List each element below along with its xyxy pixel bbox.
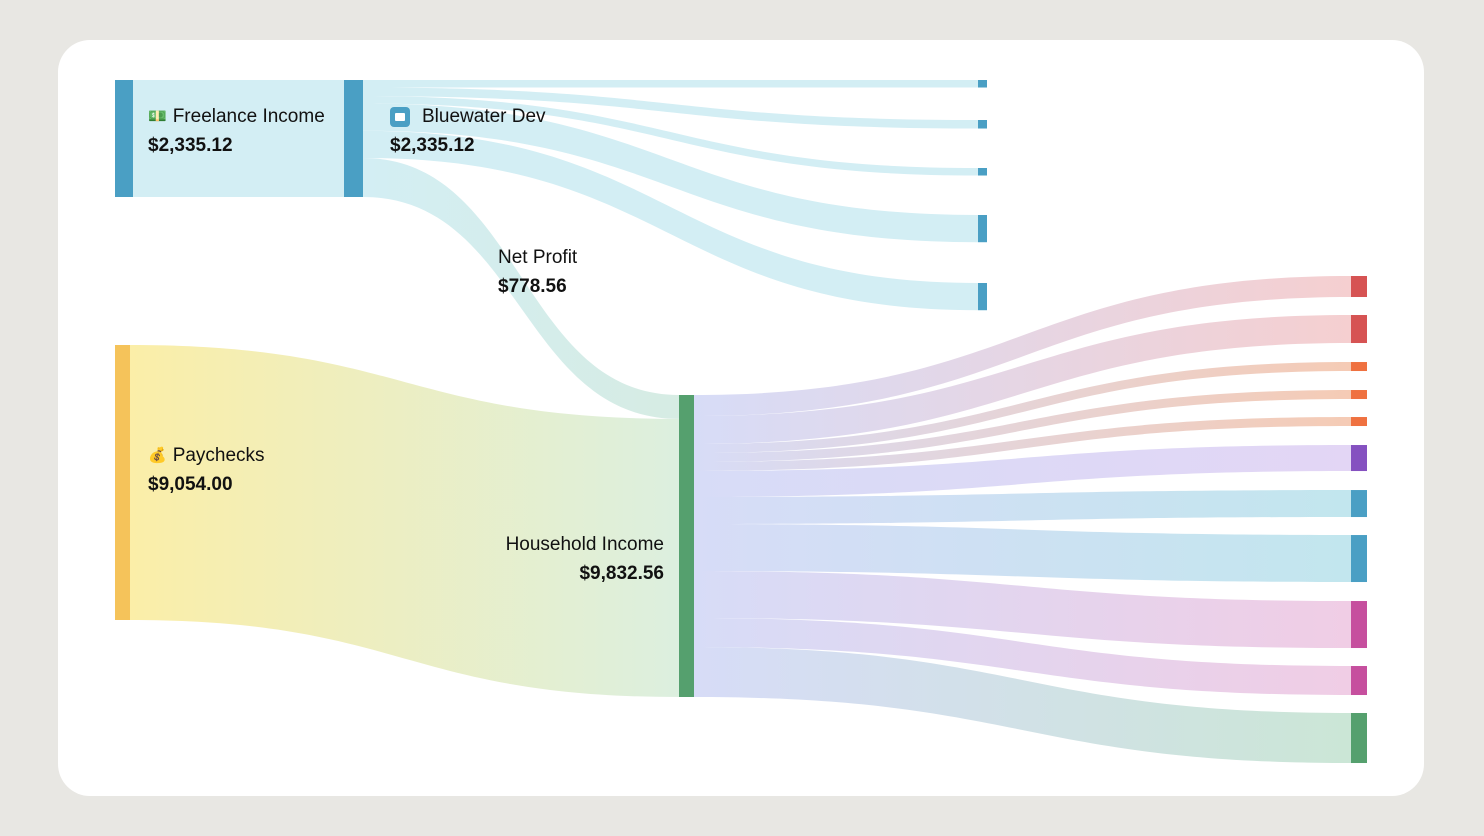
link-household-outflow xyxy=(694,390,1351,463)
node-value: $2,335.12 xyxy=(148,135,233,156)
node-expense-category[interactable] xyxy=(1351,445,1367,472)
link-household-outflow xyxy=(694,362,1351,454)
node-expense-category[interactable] xyxy=(1351,490,1367,518)
node-expense-category[interactable] xyxy=(1351,535,1367,583)
node-expense-category[interactable] xyxy=(1351,666,1367,696)
link-household-outflow xyxy=(694,276,1351,417)
node-label-bluewater: Bluewater Dev $2,335.12 xyxy=(390,105,546,158)
node-expense-category[interactable] xyxy=(1351,601,1367,649)
link-freelance-bluewater xyxy=(133,80,344,197)
folder-icon xyxy=(390,107,410,127)
node-household-income[interactable] xyxy=(679,395,694,697)
node-name: Net Profit xyxy=(498,247,578,268)
link-household-outflow xyxy=(694,618,1351,696)
node-business-expense[interactable] xyxy=(978,215,987,243)
node-expense-category[interactable] xyxy=(1351,276,1367,298)
node-value: $778.56 xyxy=(498,276,567,297)
node-business-expense[interactable] xyxy=(978,283,987,311)
node-business-expense[interactable] xyxy=(978,80,987,88)
link-net-profit xyxy=(363,157,679,419)
node-name: Bluewater Dev xyxy=(422,106,546,127)
link-business-expense xyxy=(363,96,978,176)
node-expense-category[interactable] xyxy=(1351,417,1367,427)
link-household-outflow xyxy=(694,571,1351,649)
money-bag-icon: 💰 xyxy=(148,447,167,464)
node-value: $2,335.12 xyxy=(390,135,475,156)
link-paychecks xyxy=(130,345,679,697)
node-label-freelance: 💵 Freelance Income $2,335.12 xyxy=(148,105,325,158)
link-business-expense xyxy=(363,130,978,311)
node-label-paychecks: 💰 Paychecks $9,054.00 xyxy=(148,444,265,497)
link-business-expense xyxy=(363,87,978,129)
node-name: Paychecks xyxy=(172,445,265,466)
node-value: $9,054.00 xyxy=(148,474,233,495)
node-expense-category[interactable] xyxy=(1351,713,1367,764)
link-business-expense xyxy=(363,103,978,243)
node-value: $9,832.56 xyxy=(579,563,664,584)
link-household-outflow xyxy=(694,417,1351,472)
node-label-net-profit: Net Profit $778.56 xyxy=(498,246,577,299)
node-expense-category[interactable] xyxy=(1351,362,1367,372)
link-household-outflow xyxy=(694,490,1351,525)
node-expense-category[interactable] xyxy=(1351,315,1367,344)
link-household-outflow xyxy=(694,445,1351,498)
node-label-household: Household Income $9,832.56 xyxy=(506,533,664,586)
node-expense-category[interactable] xyxy=(1351,390,1367,400)
link-household-outflow xyxy=(694,647,1351,764)
node-freelance-income[interactable] xyxy=(115,80,133,197)
node-paychecks[interactable] xyxy=(115,345,130,620)
node-bluewater-dev[interactable] xyxy=(344,80,363,197)
link-household-outflow xyxy=(694,524,1351,583)
node-business-expense[interactable] xyxy=(978,120,987,129)
node-name: Freelance Income xyxy=(172,106,325,127)
money-bill-icon: 💵 xyxy=(148,108,167,125)
node-name: Household Income xyxy=(505,534,664,555)
link-household-outflow xyxy=(694,315,1351,445)
node-business-expense[interactable] xyxy=(978,168,987,176)
link-business-expense xyxy=(363,80,978,88)
